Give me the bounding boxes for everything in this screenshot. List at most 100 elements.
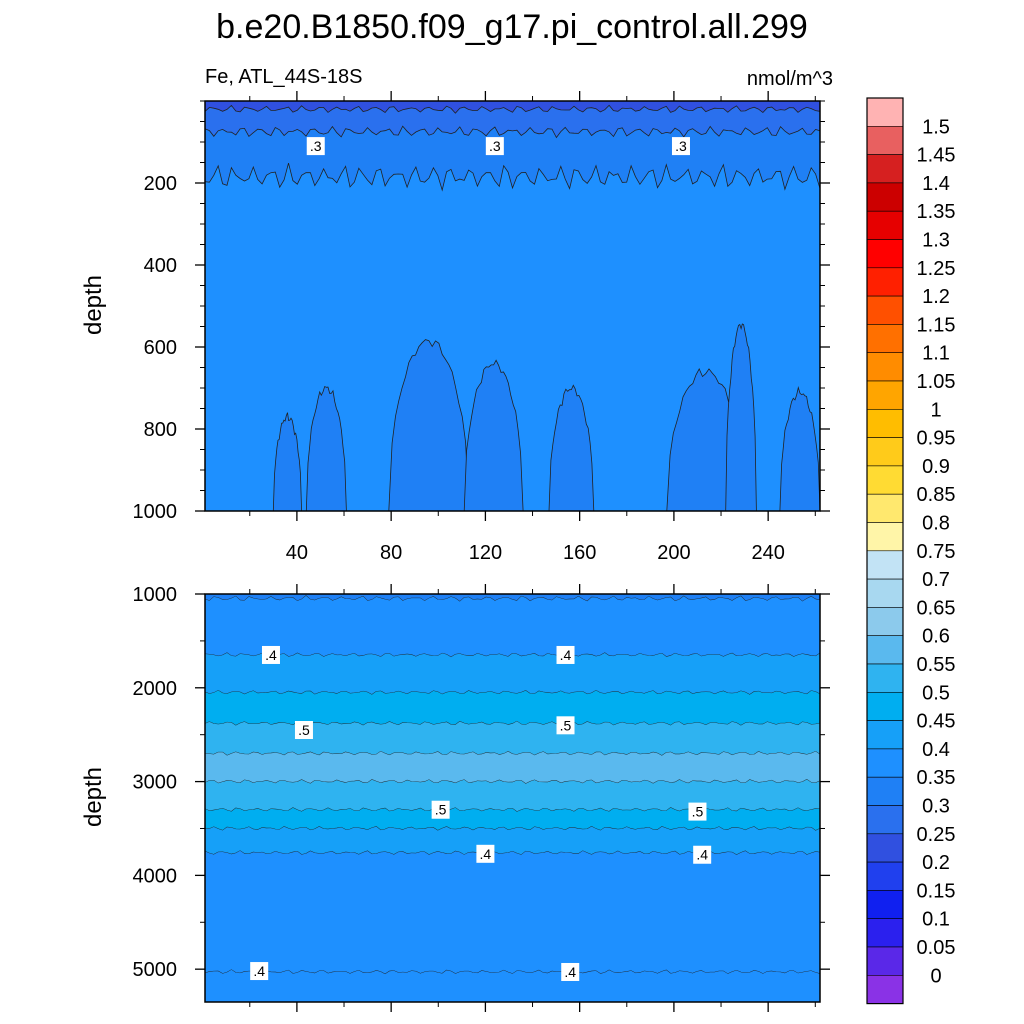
colorbar-label: 0.45: [917, 711, 956, 733]
lower-contour-label-box: [250, 962, 269, 981]
chart-title: b.e20.B1850.f09_g17.pi_control.all.299: [216, 8, 808, 46]
colorbar-swatch: [866, 918, 904, 948]
colorbar-swatch: [866, 493, 904, 523]
lower-contour-label: .5: [692, 804, 704, 820]
lower-band: [205, 595, 820, 658]
upper-ytick-label: 400: [144, 255, 177, 277]
colorbar-swatch: [866, 720, 904, 750]
lower-contour-label-box: [693, 845, 712, 864]
colorbar-label: 0.65: [917, 597, 956, 619]
colorbar-frame: [866, 97, 904, 1005]
upper-ytick-label: 800: [144, 419, 177, 441]
upper-contour-label-box: [485, 137, 504, 156]
upper-xtick-label: 40: [286, 542, 308, 564]
upper-xtick-label: 80: [380, 542, 402, 564]
colorbar-swatch: [866, 408, 904, 438]
colorbar-swatch: [866, 182, 904, 212]
colorbar-swatch: [866, 380, 904, 410]
lower-contour-label: .4: [265, 647, 277, 663]
upper-deep-lobe: [272, 412, 303, 512]
upper-deep-lobe: [548, 384, 595, 512]
colorbar-label: 1.45: [917, 145, 956, 167]
lower-ylabel: depth: [80, 767, 107, 827]
upper-xtick-label: 240: [751, 542, 784, 564]
colorbar-label: 0.55: [917, 654, 956, 676]
colorbar-swatch: [866, 324, 904, 353]
lower-contour-label-box: [688, 802, 707, 821]
colorbar-label: 0.1: [922, 909, 950, 931]
colorbar-swatch: [866, 578, 904, 608]
colorbar-swatch: [866, 522, 904, 552]
upper-contour-label-box: [306, 137, 325, 156]
upper-deep-lobe: [388, 339, 470, 512]
colorbar-label: 0.75: [917, 541, 956, 563]
colorbar-swatch: [866, 974, 904, 1004]
colorbar-swatch: [866, 154, 904, 184]
upper-fill-025: [205, 105, 820, 138]
lower-contour-label-box: [556, 716, 575, 735]
upper-xtick-label: 120: [469, 542, 502, 564]
colorbar-label: 0.2: [922, 852, 950, 874]
colorbar-label: 1.15: [917, 314, 956, 336]
colorbar-label: 1.25: [917, 258, 956, 280]
upper-contour-line: [204, 162, 821, 192]
upper-deep-lobe: [463, 359, 524, 512]
lower-band: [205, 779, 820, 812]
colorbar-swatch: [866, 691, 904, 721]
upper-xtick-label: 160: [563, 542, 596, 564]
colorbar-label: 0.35: [917, 767, 956, 789]
upper-ylabel: depth: [80, 275, 107, 335]
colorbar-label: 0.85: [917, 484, 956, 506]
upper-contour-label-box: [671, 137, 690, 156]
upper-ytick-label: 600: [144, 337, 177, 359]
colorbar-swatch: [866, 295, 904, 325]
colorbar-swatch: [866, 267, 904, 297]
lower-ytick-label: 3000: [133, 772, 178, 794]
lower-ytick-label: 5000: [133, 959, 178, 981]
colorbar-label: 1.3: [922, 230, 950, 252]
lower-band: [205, 721, 820, 756]
colorbar-label: 1.1: [922, 343, 950, 365]
lower-panel: .4 .4 .5 .5 .5 .5 .4 .4 .4 .4 1000 2000 3000 4000 5000: [133, 584, 830, 1012]
colorbar-swatch: [866, 465, 904, 495]
lower-contour-label: .4: [253, 963, 265, 979]
variable-subtitle: Fe, ATL_44S-18S: [205, 66, 363, 88]
colorbar-label: 0.05: [917, 937, 956, 959]
upper-contour-label: .3: [489, 138, 501, 154]
colorbar-swatch: [866, 550, 904, 580]
lower-band: [205, 807, 820, 831]
upper-deep-lobe: [779, 386, 821, 512]
colorbar-swatch: [866, 663, 904, 693]
colorbar-label: 0.6: [922, 626, 950, 648]
lower-contour-label-box: [294, 721, 313, 739]
lower-band: [205, 850, 820, 975]
lower-contour-label: .5: [435, 802, 447, 818]
upper-contour-label: .3: [675, 138, 687, 154]
lower-contour-label: .4: [480, 846, 492, 862]
lower-contour-label: .5: [560, 717, 572, 733]
upper-deep-lobe: [305, 385, 347, 512]
colorbar-label: 0.3: [922, 796, 950, 818]
colorbar-swatch: [866, 635, 904, 665]
colorbar-label: 1.35: [917, 201, 956, 223]
lower-band: [205, 594, 820, 602]
colorbar-label: 0.15: [917, 880, 956, 902]
lower-contour-label: .4: [696, 847, 708, 863]
colorbar-swatch: [866, 126, 904, 155]
colorbar-label: 1: [930, 399, 941, 421]
lower-contour-label: .5: [298, 722, 310, 738]
colorbar-swatch: [866, 97, 904, 127]
lower-contour-label-box: [556, 645, 575, 664]
units-subtitle: nmol/m^3: [747, 68, 833, 90]
colorbar-swatch: [866, 776, 904, 806]
colorbar-swatch: [866, 833, 904, 863]
upper-fill-030: [205, 126, 820, 191]
colorbar-swatch: [866, 946, 904, 976]
colorbar-label: 0.4: [922, 739, 950, 761]
colorbar: 1.5 1.45 1.4 1.35 1.3 1.25 1.2 1.15 1.1 1.05 1 0.95…: [866, 97, 956, 1005]
upper-panel: .3 .3 .3 200 400 600 800 1000 40 80 120 160 200 240: [133, 91, 830, 564]
colorbar-label: 1.4: [922, 173, 950, 195]
colorbar-label: 0.95: [917, 428, 956, 450]
colorbar-label: 1.5: [922, 116, 950, 138]
